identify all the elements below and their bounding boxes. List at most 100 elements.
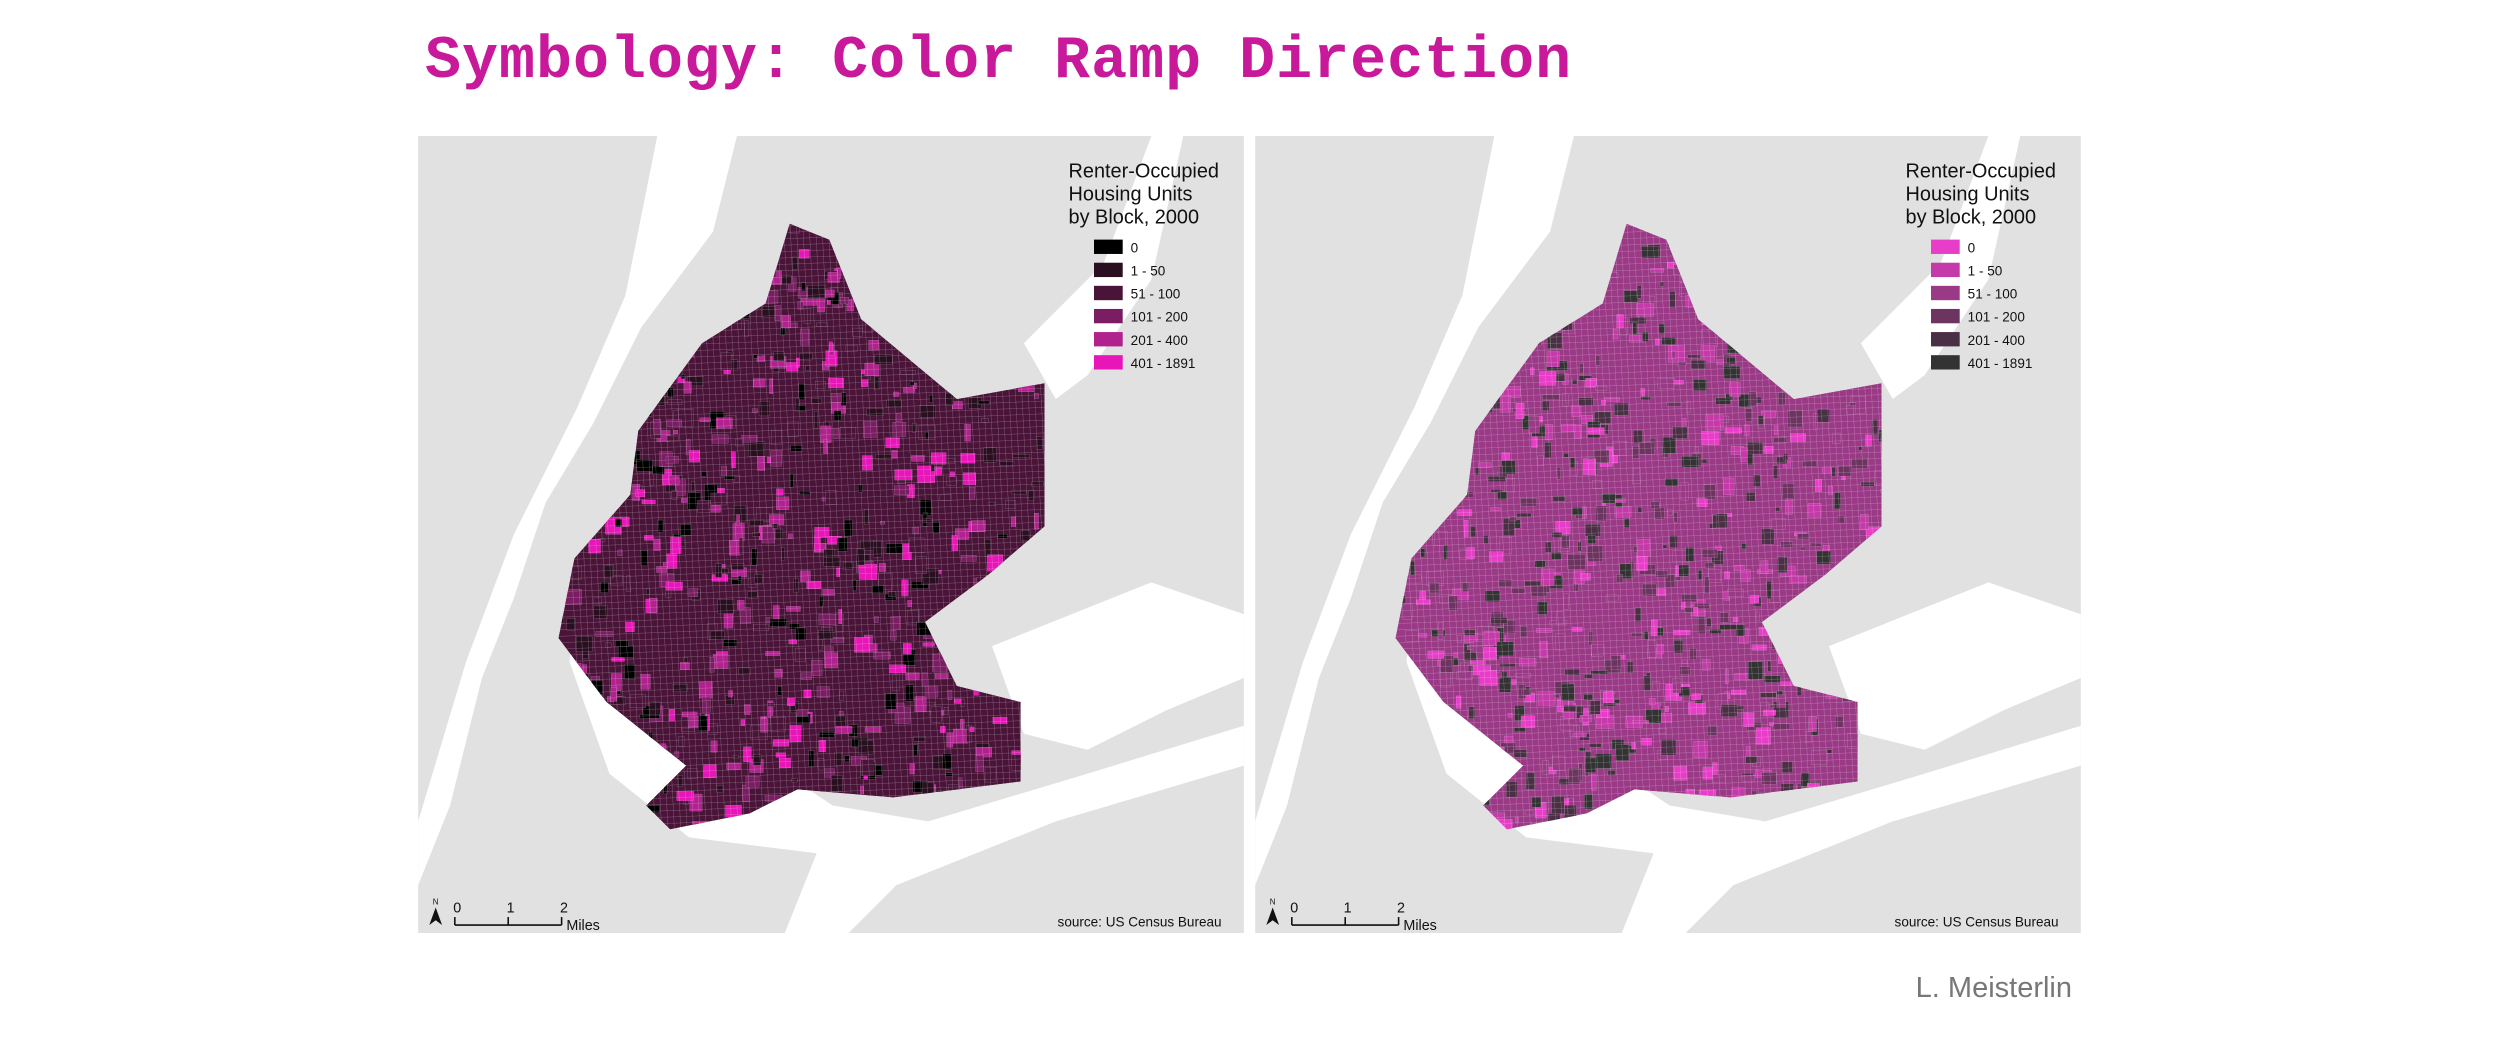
block xyxy=(1723,366,1741,379)
block xyxy=(1627,661,1634,674)
legend-title: Housing Units xyxy=(1906,184,2030,206)
block xyxy=(1653,507,1665,520)
block xyxy=(731,563,745,570)
block xyxy=(1772,723,1791,730)
block xyxy=(681,498,688,503)
block xyxy=(691,481,695,492)
street xyxy=(1395,496,1882,516)
block xyxy=(703,764,717,779)
street xyxy=(558,489,1045,510)
block xyxy=(1655,570,1668,578)
block xyxy=(789,473,794,488)
legend-title: Housing Units xyxy=(1069,184,1193,206)
block xyxy=(905,672,920,680)
street xyxy=(1395,515,1882,535)
block xyxy=(657,519,664,533)
block xyxy=(1760,692,1777,698)
block xyxy=(687,768,698,779)
block xyxy=(1544,423,1554,440)
block xyxy=(1835,716,1844,728)
block xyxy=(1563,453,1569,458)
block xyxy=(1673,380,1684,385)
block xyxy=(774,305,781,321)
block xyxy=(1551,552,1562,560)
street xyxy=(827,223,860,830)
block xyxy=(1466,547,1475,560)
block xyxy=(1667,509,1673,516)
block xyxy=(1775,507,1780,512)
block xyxy=(1703,484,1716,500)
block xyxy=(1682,418,1687,428)
block xyxy=(1696,616,1706,635)
street xyxy=(1395,521,1882,541)
legend-swatch xyxy=(1094,262,1123,278)
block xyxy=(1589,700,1601,715)
block xyxy=(1865,434,1872,447)
block xyxy=(1612,329,1619,340)
block xyxy=(969,726,975,732)
block xyxy=(773,605,780,620)
block xyxy=(1469,660,1486,665)
block xyxy=(1632,322,1638,335)
block xyxy=(710,630,725,640)
block xyxy=(752,532,761,537)
block xyxy=(760,718,769,733)
slide-title: Symbology: Color Ramp Direction xyxy=(425,28,1573,96)
block xyxy=(1620,655,1626,659)
block xyxy=(721,466,727,476)
block xyxy=(868,339,879,351)
block xyxy=(1036,436,1043,450)
block xyxy=(775,752,786,758)
block xyxy=(939,494,952,501)
legend-label: 201 - 400 xyxy=(1968,333,2025,348)
street xyxy=(558,496,1045,516)
block xyxy=(794,647,806,662)
block xyxy=(1623,290,1639,303)
block xyxy=(788,277,797,292)
block xyxy=(1584,674,1593,679)
block xyxy=(1563,593,1569,610)
block xyxy=(1581,415,1593,424)
block xyxy=(1641,246,1659,259)
block xyxy=(955,528,970,540)
block xyxy=(1673,766,1687,781)
block xyxy=(1632,468,1641,484)
block xyxy=(685,439,691,456)
block xyxy=(1558,778,1570,785)
block xyxy=(1525,772,1536,790)
street xyxy=(1395,489,1882,510)
block xyxy=(798,383,805,401)
block xyxy=(1614,506,1632,518)
block xyxy=(644,535,654,541)
block xyxy=(1636,303,1654,317)
block xyxy=(964,424,971,442)
block xyxy=(1744,408,1753,422)
block xyxy=(1516,403,1525,419)
block xyxy=(932,522,940,534)
block xyxy=(1613,441,1627,456)
block xyxy=(1778,392,1786,406)
block xyxy=(909,381,915,386)
block xyxy=(1808,716,1817,732)
block xyxy=(1715,513,1728,528)
water xyxy=(569,502,1244,933)
block xyxy=(754,574,763,584)
block xyxy=(1769,722,1774,727)
street xyxy=(814,223,848,830)
scale-label: 1 xyxy=(1344,900,1352,916)
block xyxy=(604,565,613,579)
block xyxy=(890,616,901,630)
block xyxy=(818,740,826,752)
block xyxy=(1501,452,1510,460)
block xyxy=(929,394,933,403)
block xyxy=(1524,580,1541,587)
street xyxy=(1632,223,1665,830)
block xyxy=(1672,426,1688,439)
street xyxy=(558,483,1045,503)
legend-title: Renter-Occupied xyxy=(1069,160,1219,182)
block xyxy=(1539,371,1556,386)
block xyxy=(821,497,826,502)
legend-swatch xyxy=(1094,285,1123,301)
street xyxy=(1639,223,1672,830)
block xyxy=(1682,659,1688,664)
